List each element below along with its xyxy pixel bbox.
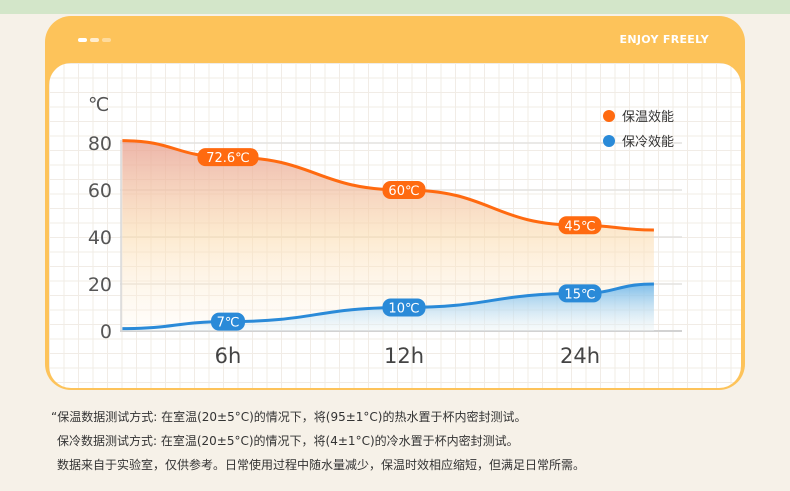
data-label: 45℃ bbox=[564, 219, 595, 234]
data-label: 60℃ bbox=[388, 184, 419, 199]
data-label: 7℃ bbox=[217, 316, 240, 331]
data-label: 10℃ bbox=[388, 302, 419, 317]
x-tick-label: 12h bbox=[384, 344, 424, 368]
data-label-pill bbox=[197, 148, 259, 167]
data-label: 72.6℃ bbox=[206, 151, 250, 166]
note-hot: “保温数据测试方式: 在室温(20±5°C)的情况下，将(95±1°C)的热水置… bbox=[51, 410, 527, 424]
y-tick-label: 20 bbox=[88, 274, 112, 296]
test-notes: “保温数据测试方式: 在室温(20±5°C)的情况下，将(95±1°C)的热水置… bbox=[51, 405, 586, 477]
legend-marker bbox=[603, 135, 615, 147]
y-tick-label: 0 bbox=[100, 321, 112, 343]
legend-label: 保冷效能 bbox=[622, 135, 674, 150]
y-tick-label: 80 bbox=[88, 133, 112, 155]
data-label-pill bbox=[558, 216, 602, 235]
y-tick-label: 60 bbox=[88, 180, 112, 202]
data-label-pill bbox=[382, 181, 426, 199]
y-tick-label: 40 bbox=[88, 227, 112, 249]
series-area bbox=[122, 284, 654, 331]
note-cold: 保冷数据测试方式: 在室温(20±5°C)的情况下，将(4±1°C)的冷水置于杯… bbox=[57, 434, 519, 448]
note-disclaimer: 数据来自于实验室，仅供参考。日常使用过程中随水量减少，保温时效相应缩短，但满足日… bbox=[57, 458, 586, 472]
legend-label: 保温效能 bbox=[622, 110, 674, 125]
data-label-pill bbox=[558, 284, 602, 303]
data-label-pill bbox=[211, 312, 245, 331]
legend-marker bbox=[603, 110, 615, 122]
page-dots-icon bbox=[78, 38, 111, 42]
x-tick-label: 24h bbox=[560, 344, 600, 368]
top-band bbox=[0, 0, 790, 14]
data-label: 15℃ bbox=[564, 287, 595, 302]
header-label: ENJOY FREELY bbox=[619, 33, 709, 46]
y-axis-unit: ℃ bbox=[88, 94, 109, 116]
series-area bbox=[122, 140, 654, 331]
x-tick-label: 6h bbox=[215, 344, 242, 368]
data-label-pill bbox=[382, 298, 426, 317]
